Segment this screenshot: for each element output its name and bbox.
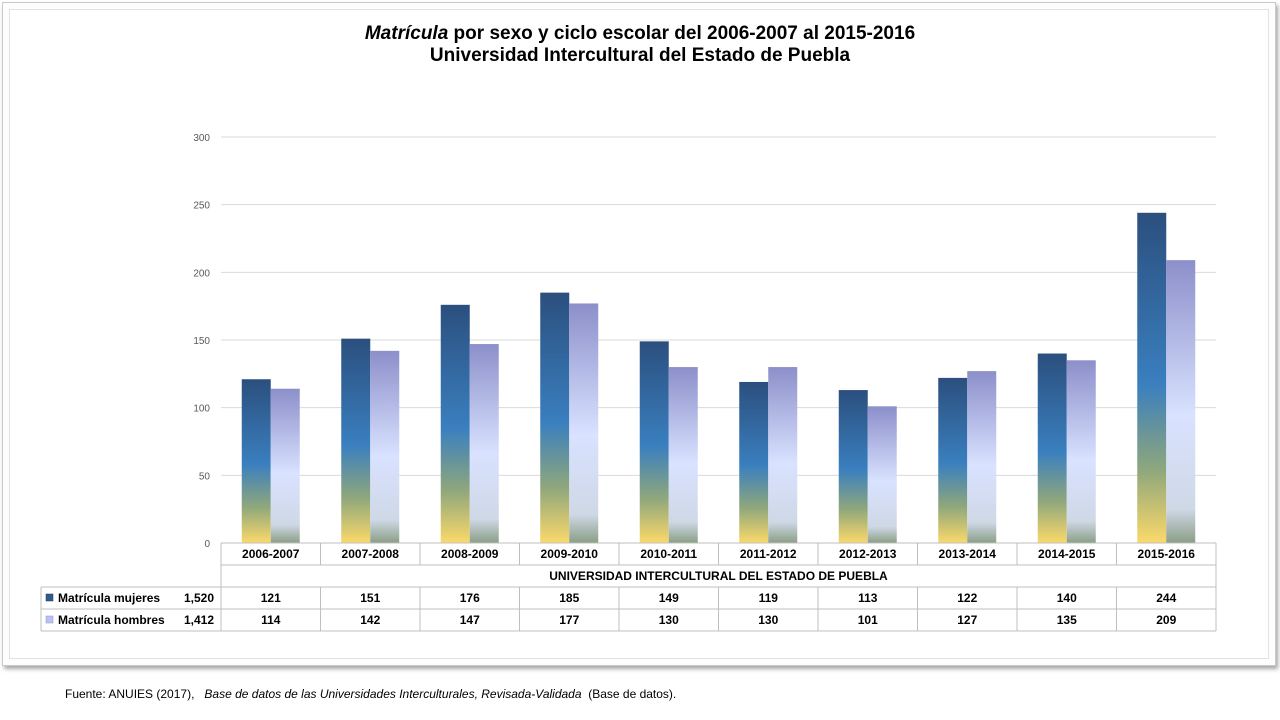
- data-label: 149: [659, 591, 679, 605]
- legend-total: 1,520: [184, 591, 214, 605]
- bar-mujeres: [739, 381, 769, 543]
- chart-frame: [2, 2, 1276, 666]
- bar-mujeres: [1037, 353, 1067, 543]
- bar-mujeres: [639, 341, 669, 543]
- source-suffix: (Base de datos).: [584, 687, 677, 701]
- data-label: 130: [758, 613, 778, 627]
- data-label: 114: [261, 613, 281, 627]
- y-tick-label: 250: [193, 201, 210, 212]
- source-prefix: Fuente: ANUIES (2017),: [65, 687, 195, 701]
- data-label: 177: [559, 613, 579, 627]
- table-group-label: UNIVERSIDAD INTERCULTURAL DEL ESTADO DE …: [549, 569, 888, 583]
- data-label: 209: [1156, 613, 1176, 627]
- bar-mujeres: [540, 292, 570, 543]
- x-category-label: 2013-2014: [939, 547, 997, 561]
- bar-hombres: [370, 350, 400, 543]
- x-category-label: 2007-2008: [342, 547, 400, 561]
- y-tick-label: 150: [193, 336, 210, 347]
- bar-mujeres: [838, 390, 868, 543]
- bar-mujeres: [241, 379, 271, 543]
- data-label: 147: [460, 613, 480, 627]
- chart-title: Matrícula por sexo y ciclo escolar del 2…: [0, 23, 1280, 45]
- data-label: 127: [957, 613, 977, 627]
- bar-mujeres: [938, 377, 968, 543]
- chart-area: [9, 9, 1269, 659]
- data-label: 130: [659, 613, 679, 627]
- x-category-label: 2010-2011: [640, 547, 697, 561]
- x-category-label: 2012-2013: [839, 547, 897, 561]
- data-label: 122: [957, 591, 977, 605]
- bar-hombres: [1166, 260, 1196, 543]
- legend-key-mujeres: [45, 593, 54, 602]
- data-label: 135: [1057, 613, 1077, 627]
- bar-hombres: [668, 367, 698, 543]
- bar-mujeres: [1137, 212, 1167, 543]
- data-label: 121: [261, 591, 281, 605]
- x-category-label: 2006-2007: [242, 547, 300, 561]
- legend-label: Matrícula hombres: [58, 613, 165, 627]
- legend-total: 1,412: [184, 613, 214, 627]
- y-tick-label: 100: [193, 404, 210, 415]
- bar-hombres: [469, 344, 499, 543]
- x-category-label: 2011-2012: [740, 547, 797, 561]
- x-category-label: 2014-2015: [1038, 547, 1096, 561]
- data-label: 113: [858, 591, 878, 605]
- chart-title-rest: por sexo y ciclo escolar del 2006-2007 a…: [448, 23, 916, 44]
- bar-hombres: [867, 406, 897, 543]
- x-category-label: 2009-2010: [541, 547, 599, 561]
- bar-mujeres: [341, 338, 371, 543]
- y-tick-label: 200: [193, 268, 210, 279]
- bar-hombres: [1066, 360, 1096, 543]
- data-label: 119: [759, 591, 779, 605]
- y-tick-label: 0: [204, 539, 210, 550]
- data-label: 101: [858, 613, 878, 627]
- source-note: Fuente: ANUIES (2017), Base de datos de …: [65, 687, 676, 701]
- data-label: 140: [1057, 591, 1077, 605]
- bar-hombres: [768, 367, 798, 543]
- y-tick-label: 300: [193, 133, 210, 144]
- source-italic: Base de datos de las Universidades Inter…: [204, 687, 582, 701]
- x-category-label: 2008-2009: [441, 547, 499, 561]
- chart-subtitle: Universidad Intercultural del Estado de …: [429, 45, 851, 66]
- bar-mujeres: [440, 304, 470, 543]
- bar-hombres: [967, 371, 997, 543]
- data-label: 151: [360, 591, 380, 605]
- data-label: 244: [1156, 591, 1176, 605]
- bar-hombres: [270, 388, 300, 543]
- data-label: 176: [460, 591, 480, 605]
- legend-key-hombres: [45, 615, 54, 624]
- legend-label: Matrícula mujeres: [58, 591, 160, 605]
- bar-hombres: [569, 303, 599, 543]
- chart-title-italic: Matrícula: [364, 23, 449, 44]
- x-category-label: 2015-2016: [1138, 547, 1196, 561]
- y-tick-label: 50: [199, 471, 211, 482]
- data-label: 185: [559, 591, 579, 605]
- data-label: 142: [360, 613, 380, 627]
